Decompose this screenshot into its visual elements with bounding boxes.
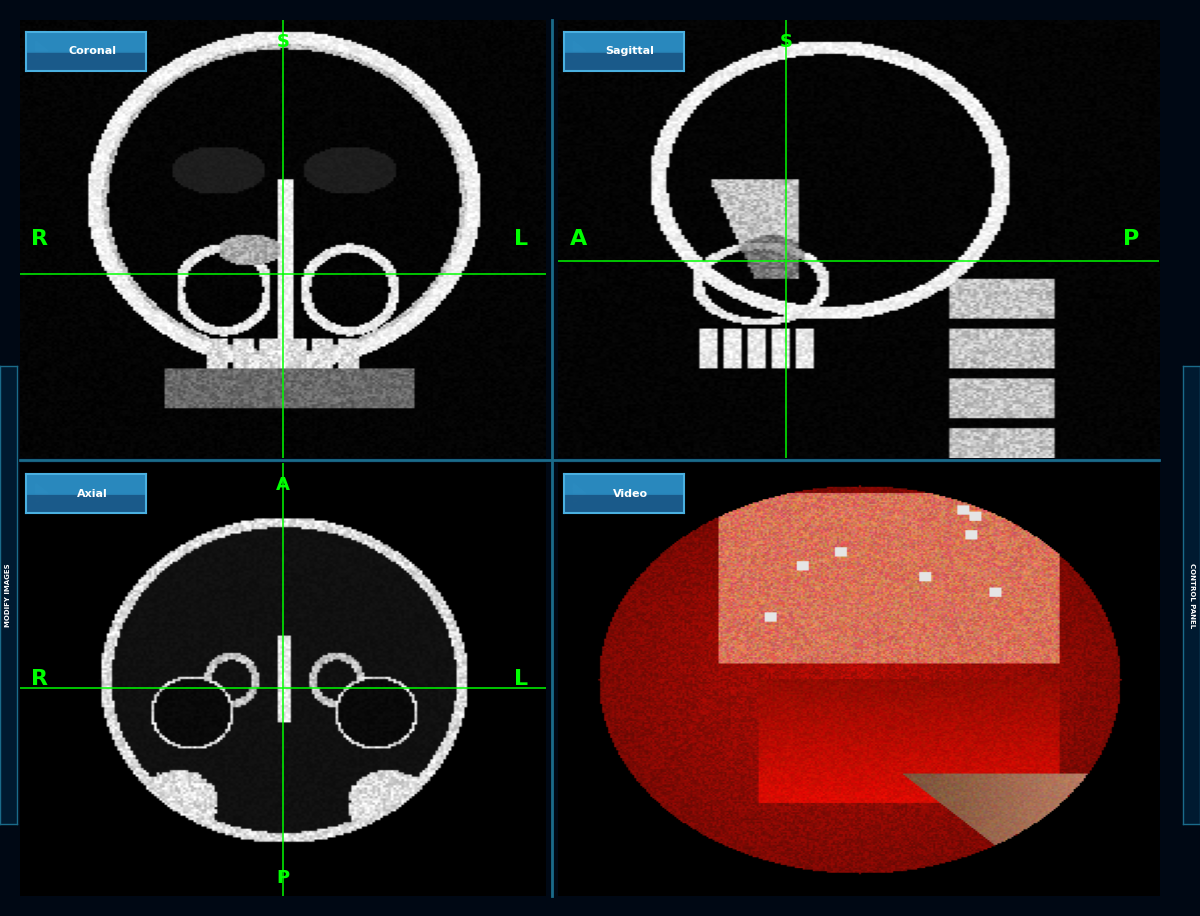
Text: R: R [31, 670, 48, 689]
Text: A: A [276, 475, 290, 494]
Text: Coronal: Coronal [68, 47, 116, 56]
Text: MODIFY IMAGES: MODIFY IMAGES [5, 563, 12, 627]
Polygon shape [574, 484, 586, 504]
Text: Sagittal: Sagittal [606, 47, 654, 56]
Polygon shape [36, 42, 48, 60]
Text: R: R [31, 229, 48, 249]
Text: A: A [570, 229, 587, 249]
Text: L: L [515, 670, 528, 689]
Text: L: L [515, 229, 528, 249]
Text: Axial: Axial [77, 489, 108, 498]
Text: S: S [780, 33, 793, 51]
Text: CONTROL PANEL: CONTROL PANEL [1188, 562, 1194, 628]
Polygon shape [36, 484, 48, 504]
Polygon shape [574, 42, 586, 60]
Text: Video: Video [612, 489, 648, 498]
Text: S: S [277, 33, 289, 51]
Text: P: P [1123, 229, 1139, 249]
Text: P: P [277, 869, 289, 888]
